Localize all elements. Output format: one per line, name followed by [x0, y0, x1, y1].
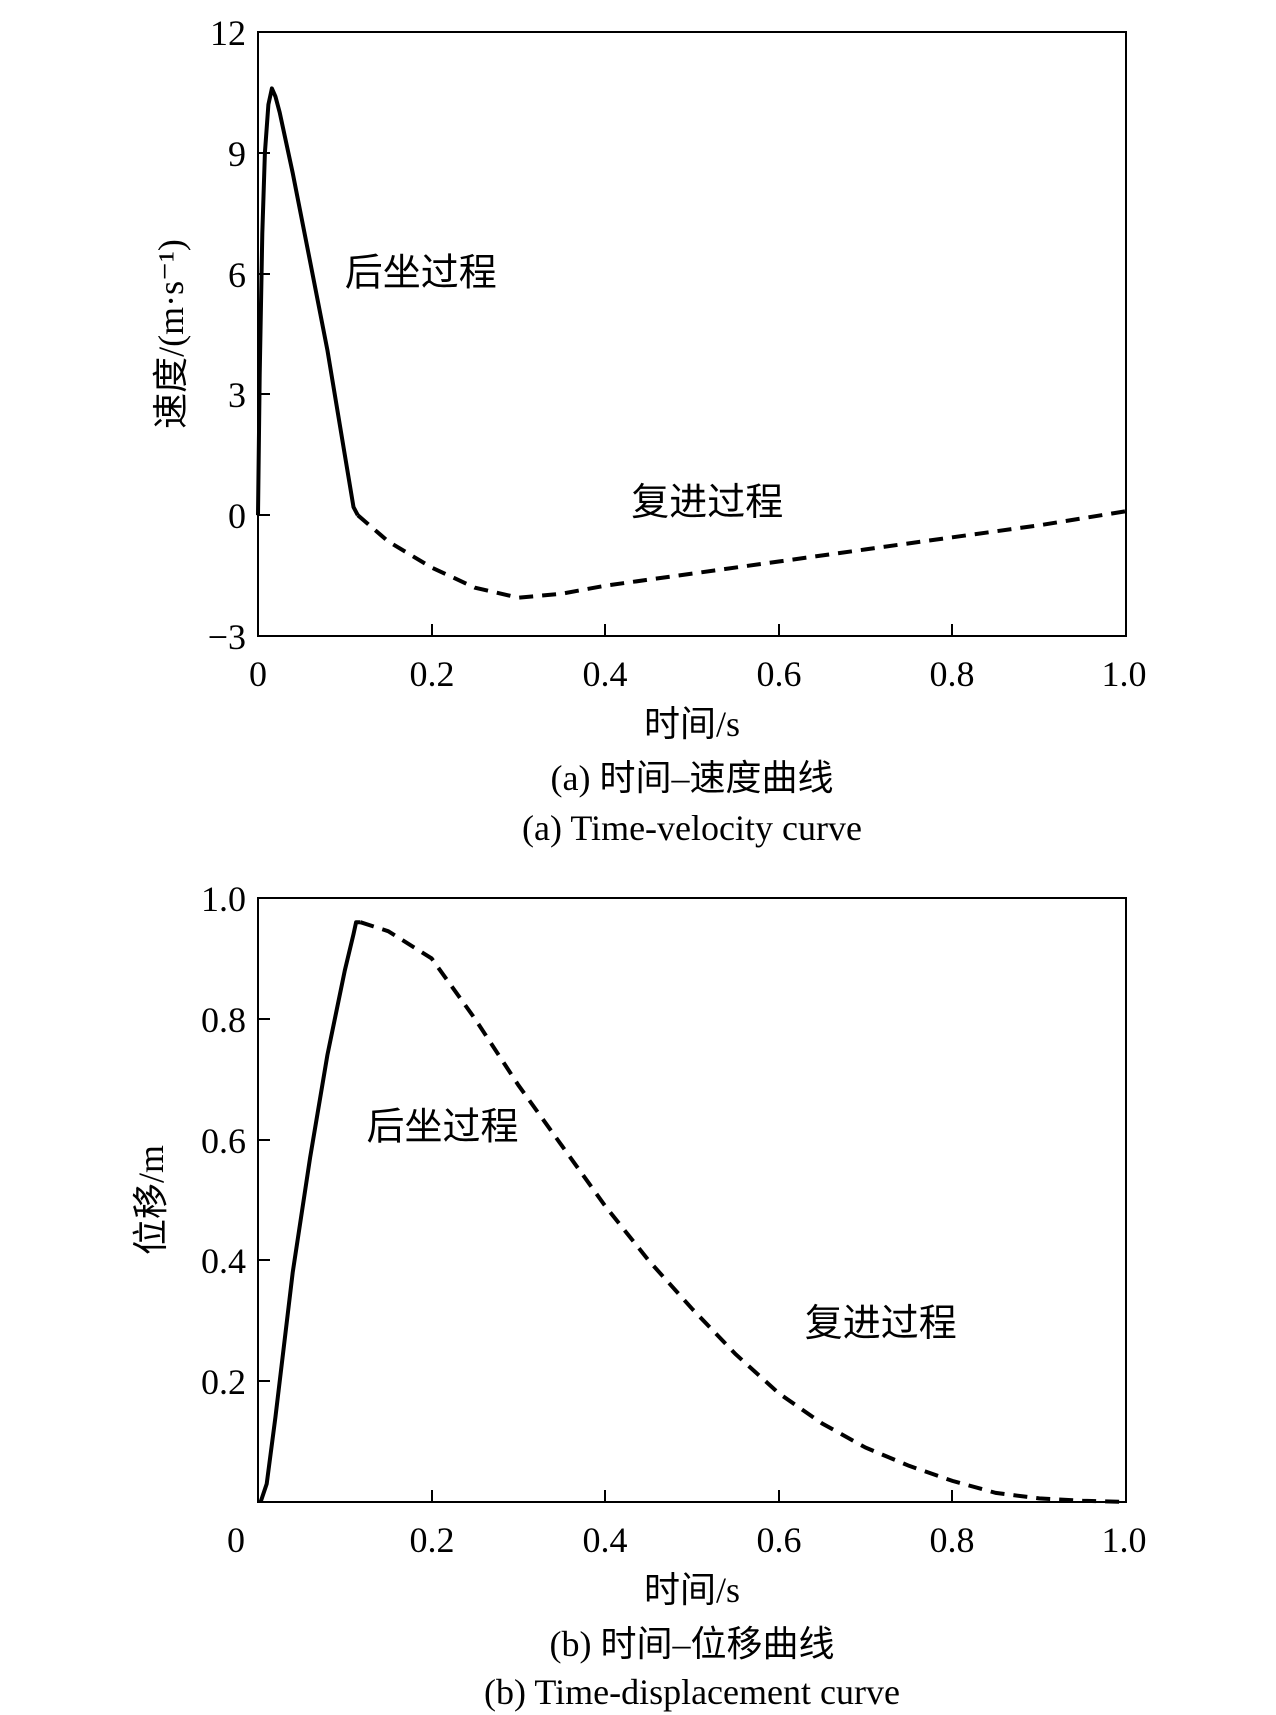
velocity-recoil-line	[256, 86, 360, 517]
velocity-annotation-recoil: 后坐过程	[345, 253, 497, 295]
displacement-x-tick-label: 0.2	[410, 1520, 455, 1560]
velocity-plot-frame	[257, 31, 1127, 637]
velocity-y-tick-label: 0	[228, 496, 246, 536]
displacement-y-tick-label: 0.6	[201, 1121, 246, 1161]
velocity-x-tick-label: 0.6	[757, 654, 802, 694]
velocity-series-group	[256, 86, 1127, 600]
velocity-x-tick-label: 0.2	[410, 654, 455, 694]
velocity-caption-en: (a) Time-velocity curve	[522, 808, 862, 848]
velocity-y-tick-label: 9	[228, 134, 246, 174]
velocity-y-tick-label: 3	[228, 375, 246, 415]
displacement-plot-frame	[257, 897, 1127, 1503]
displacement-x-tick-label: 0.8	[930, 1520, 975, 1560]
velocity-y-tick-label: 12	[210, 13, 246, 53]
displacement-y-tick-label: 0.8	[201, 1000, 246, 1040]
displacement-caption-en: (b) Time-displacement curve	[484, 1672, 900, 1712]
velocity-advance-line	[356, 509, 1127, 600]
displacement-y-tick-label: 1.0	[201, 879, 246, 919]
velocity-annotation-advance: 复进过程	[631, 482, 783, 524]
displacement-annotation-advance: 复进过程	[805, 1303, 957, 1345]
velocity-y-tick-label: 6	[228, 255, 246, 295]
velocity-panel: 12 9 6 3 0 −3 0 0.2 0.4 0.6 0.8 1.0 时间/s…	[151, 13, 1147, 848]
velocity-x-tick-label: 0.4	[583, 654, 628, 694]
displacement-x-tick-label: 0.4	[583, 1520, 628, 1560]
displacement-series-group	[258, 920, 1127, 1504]
displacement-panel: 1.0 0.8 0.6 0.4 0.2 0 0.2 0.4 0.6 0.8 1.…	[131, 879, 1147, 1712]
displacement-x-tick-label: 0	[227, 1520, 245, 1560]
velocity-x-tick-label: 0.8	[930, 654, 975, 694]
velocity-caption-cn: (a) 时间–速度曲线	[551, 758, 834, 798]
displacement-caption-cn: (b) 时间–位移曲线	[550, 1624, 835, 1664]
displacement-annotation-recoil: 后坐过程	[367, 1107, 519, 1149]
displacement-x-axis-title: 时间/s	[644, 1570, 740, 1610]
displacement-recoil-line	[258, 920, 361, 1503]
velocity-y-axis-title: 速度/(m·s⁻¹)	[151, 239, 191, 429]
velocity-x-tick-label: 1.0	[1102, 654, 1147, 694]
velocity-x-tick-label: 0	[249, 654, 267, 694]
displacement-advance-line	[359, 920, 1127, 1504]
displacement-x-tick-label: 0.6	[757, 1520, 802, 1560]
displacement-y-axis-title: 位移/m	[131, 1145, 171, 1255]
displacement-x-tick-label: 1.0	[1102, 1520, 1147, 1560]
displacement-y-tick-label: 0.4	[201, 1241, 246, 1281]
velocity-x-axis-title: 时间/s	[644, 704, 740, 744]
velocity-y-tick-label: −3	[208, 617, 246, 657]
displacement-y-tick-label: 0.2	[201, 1362, 246, 1402]
